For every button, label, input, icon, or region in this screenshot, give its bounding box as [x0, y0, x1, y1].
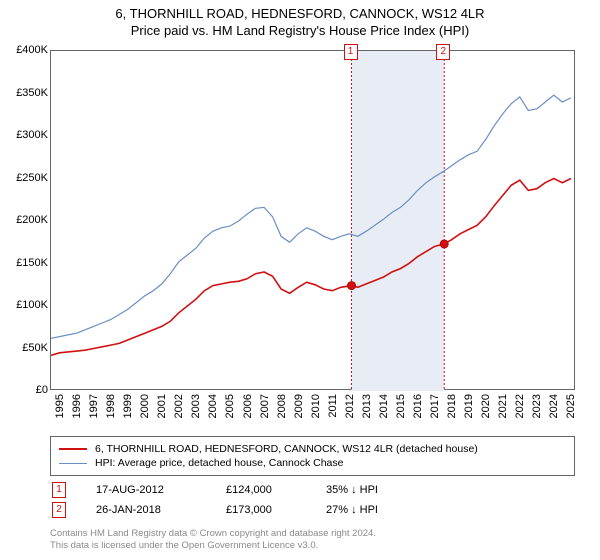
x-tick-label: 2009 — [293, 394, 305, 430]
y-tick-label: £400K — [2, 44, 48, 56]
x-tick-label: 2015 — [395, 394, 407, 430]
y-tick-label: £100K — [2, 299, 48, 311]
event-row-2: 2 26-JAN-2018 £173,000 27% ↓ HPI — [50, 502, 575, 518]
x-tick-label: 1998 — [105, 394, 117, 430]
x-tick-label: 1995 — [54, 394, 66, 430]
x-tick-label: 2014 — [378, 394, 390, 430]
x-tick-label: 2018 — [446, 394, 458, 430]
event-num-2: 2 — [52, 502, 66, 518]
x-tick-label: 2010 — [310, 394, 322, 430]
x-tick-label: 2007 — [259, 394, 271, 430]
x-tick-label: 2020 — [480, 394, 492, 430]
legend-label-hpi: HPI: Average price, detached house, Cann… — [95, 457, 343, 469]
x-tick-label: 2022 — [514, 394, 526, 430]
y-tick-label: £300K — [2, 129, 48, 141]
event-label-box-2: 2 — [436, 44, 450, 60]
x-tick-label: 2003 — [190, 394, 202, 430]
event-delta-1: 35% ↓ HPI — [326, 484, 426, 496]
x-tick-label: 2011 — [327, 394, 339, 430]
x-tick-label: 2004 — [207, 394, 219, 430]
y-tick-label: £250K — [2, 172, 48, 184]
x-tick-label: 2016 — [412, 394, 424, 430]
y-tick-label: £50K — [2, 342, 48, 354]
legend: 6, THORNHILL ROAD, HEDNESFORD, CANNOCK, … — [50, 436, 575, 476]
x-tick-label: 2023 — [531, 394, 543, 430]
event-delta-2: 27% ↓ HPI — [326, 504, 426, 516]
event-shade-band — [352, 51, 445, 391]
x-tick-label: 2012 — [344, 394, 356, 430]
plot-area — [50, 50, 575, 390]
x-tick-label: 1997 — [88, 394, 100, 430]
plot-svg — [51, 51, 576, 391]
event-price-1: £124,000 — [226, 484, 326, 496]
event-row-1: 1 17-AUG-2012 £124,000 35% ↓ HPI — [50, 482, 575, 498]
series-property-line — [51, 179, 571, 356]
x-tick-label: 1996 — [71, 394, 83, 430]
event-num-1: 1 — [52, 482, 66, 498]
legend-row-property: 6, THORNHILL ROAD, HEDNESFORD, CANNOCK, … — [59, 443, 566, 455]
x-tick-label: 2017 — [429, 394, 441, 430]
events-table: 1 17-AUG-2012 £124,000 35% ↓ HPI 2 26-JA… — [50, 478, 575, 522]
legend-row-hpi: HPI: Average price, detached house, Cann… — [59, 457, 566, 469]
x-tick-label: 2024 — [548, 394, 560, 430]
x-tick-label: 2006 — [242, 394, 254, 430]
chart-title-address: 6, THORNHILL ROAD, HEDNESFORD, CANNOCK, … — [0, 6, 600, 21]
x-tick-label: 2002 — [173, 394, 185, 430]
event-date-2: 26-JAN-2018 — [96, 504, 226, 516]
y-tick-label: £0 — [2, 384, 48, 396]
footer-line-1: Contains HM Land Registry data © Crown c… — [50, 528, 575, 540]
legend-swatch-red — [59, 448, 87, 450]
y-tick-label: £200K — [2, 214, 48, 226]
x-tick-label: 2013 — [361, 394, 373, 430]
series-hpi-line — [51, 95, 571, 338]
y-tick-label: £150K — [2, 257, 48, 269]
event-marker-2 — [440, 240, 448, 248]
x-tick-label: 2008 — [276, 394, 288, 430]
x-tick-label: 2001 — [156, 394, 168, 430]
x-tick-label: 2019 — [463, 394, 475, 430]
event-price-2: £173,000 — [226, 504, 326, 516]
footer: Contains HM Land Registry data © Crown c… — [50, 528, 575, 553]
footer-line-2: This data is licensed under the Open Gov… — [50, 540, 575, 552]
event-date-1: 17-AUG-2012 — [96, 484, 226, 496]
event-marker-1 — [348, 282, 356, 290]
chart-subtitle: Price paid vs. HM Land Registry's House … — [0, 23, 600, 38]
x-tick-label: 2021 — [497, 394, 509, 430]
chart-container: 6, THORNHILL ROAD, HEDNESFORD, CANNOCK, … — [0, 0, 600, 560]
x-tick-label: 2000 — [139, 394, 151, 430]
y-tick-label: £350K — [2, 87, 48, 99]
x-tick-label: 1999 — [122, 394, 134, 430]
x-tick-label: 2005 — [224, 394, 236, 430]
x-tick-label: 2025 — [565, 394, 577, 430]
legend-swatch-blue — [59, 463, 87, 464]
title-block: 6, THORNHILL ROAD, HEDNESFORD, CANNOCK, … — [0, 0, 600, 38]
event-label-box-1: 1 — [344, 44, 358, 60]
legend-label-property: 6, THORNHILL ROAD, HEDNESFORD, CANNOCK, … — [95, 443, 478, 455]
